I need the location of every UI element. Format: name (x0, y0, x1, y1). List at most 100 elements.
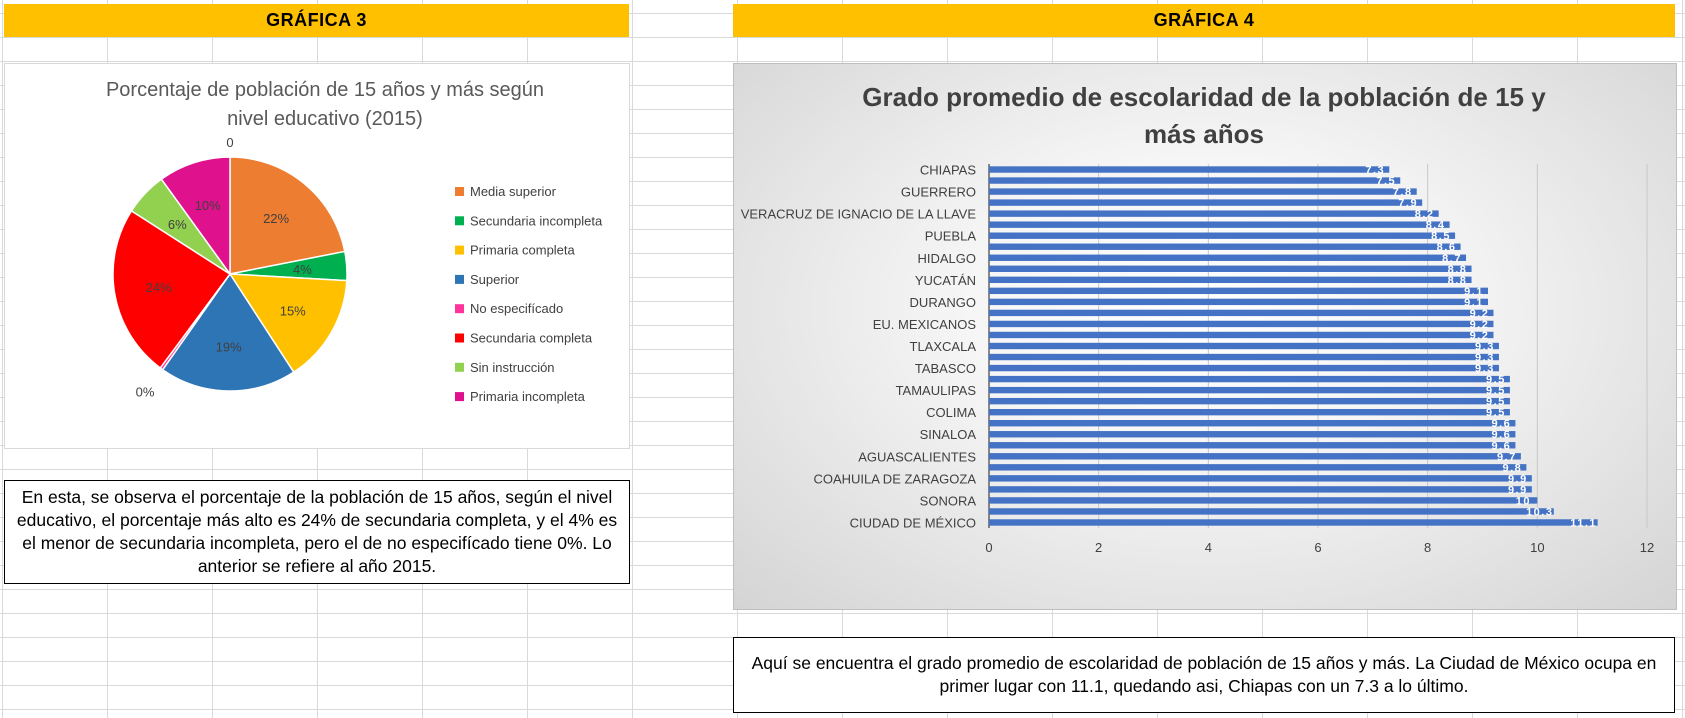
bar-22 (989, 408, 1510, 416)
y-category-label-30: SONORA (920, 493, 977, 508)
bar-data-label-21: 9.5 (1486, 396, 1506, 408)
legend-swatch-5 (455, 333, 464, 343)
pie-data-label-7: 10% (195, 198, 221, 213)
legend-swatch-7 (455, 392, 464, 402)
bar-data-label-19: 9.5 (1486, 374, 1506, 386)
pie-slice-5 (112, 209, 232, 370)
bar-chart: Grado promedio de escolaridad de la pobl… (741, 82, 1655, 555)
bar-21 (989, 397, 1510, 405)
y-category-label-12: DURANGO (910, 295, 976, 310)
bar-26 (989, 453, 1521, 460)
bar-data-label-7: 8.6 (1437, 242, 1457, 254)
bar-11 (989, 287, 1488, 295)
graph3-note: En esta, se observa el porcentaje de la … (4, 480, 630, 584)
graph4-note: Aquí se encuentra el grado promedio de e… (733, 637, 1675, 713)
bar-data-label-24: 9.6 (1492, 429, 1512, 441)
bar-data-label-2: 7.8 (1393, 187, 1413, 199)
bar-data-label-28: 9.9 (1508, 473, 1528, 485)
pie-slice-2 (228, 273, 348, 374)
pie-chart-panel[interactable]: Porcentaje de población de 15 años y más… (4, 63, 630, 449)
bar-data-label-5: 8.4 (1426, 220, 1446, 232)
y-category-label-28: COAHUILA DE ZARAGOZA (813, 471, 976, 486)
x-tick-label-0: 0 (985, 540, 992, 555)
legend-label-7: Primaria incompleta (470, 389, 586, 404)
y-category-label-32: CIUDAD DE MÉXICO (850, 515, 976, 530)
bar-data-label-14: 9.2 (1470, 319, 1490, 331)
y-category-label-0: CHIAPAS (920, 163, 976, 178)
bar-10 (989, 276, 1472, 284)
bar-title-line-1: más años (1144, 119, 1264, 149)
bar-7 (989, 243, 1461, 250)
bar-9 (989, 265, 1472, 272)
y-category-label-20: TAMAULIPAS (896, 383, 977, 398)
bar-0 (989, 166, 1390, 173)
bar-data-label-15: 9.2 (1470, 330, 1490, 342)
bar-19 (989, 375, 1510, 383)
bar-3 (989, 199, 1423, 206)
bar-16 (989, 342, 1499, 350)
bar-27 (989, 464, 1527, 471)
bar-25 (989, 442, 1516, 449)
bar-data-label-13: 9.2 (1470, 308, 1490, 320)
bar-data-label-16: 9.3 (1475, 341, 1495, 353)
bar-data-label-9: 8.8 (1448, 264, 1468, 276)
bar-15 (989, 331, 1494, 339)
pie-title-line-1: nivel educativo (2015) (227, 108, 423, 130)
y-category-label-6: PUEBLA (925, 229, 977, 244)
pie-data-label-2: 15% (280, 303, 306, 318)
legend-swatch-0 (455, 187, 464, 196)
legend-swatch-1 (455, 216, 464, 226)
y-category-label-4: VERACRUZ DE IGNACIO DE LA LLAVE (741, 207, 977, 222)
legend-swatch-2 (455, 245, 464, 255)
bar-29 (989, 486, 1532, 493)
pie-data-label-4: 0% (136, 385, 155, 400)
bar-14 (989, 320, 1494, 328)
bar-data-label-20: 9.5 (1486, 385, 1506, 397)
pie-data-label-0: 22% (263, 211, 289, 226)
bar-data-label-17: 9.3 (1475, 352, 1495, 364)
bar-data-label-22: 9.5 (1486, 407, 1506, 419)
bar-30 (989, 497, 1538, 504)
y-category-label-8: HIDALGO (917, 251, 976, 266)
bar-6 (989, 232, 1456, 239)
bar-title-line-0: Grado promedio de escolaridad de la pobl… (862, 82, 1546, 112)
pie-data-label-3: 19% (216, 340, 242, 355)
bar-4 (989, 210, 1439, 217)
legend-label-1: Secundaria incompleta (470, 213, 603, 228)
bar-8 (989, 254, 1467, 261)
y-category-label-14: EU. MEXICANOS (873, 317, 977, 332)
bar-data-label-30: 10 (1516, 495, 1531, 507)
x-tick-label-3: 6 (1314, 540, 1321, 555)
bar-23 (989, 420, 1516, 427)
bar-31 (989, 508, 1554, 515)
pie-title-line-0: Porcentaje de población de 15 años y más… (106, 79, 544, 101)
bar-data-label-4: 8.2 (1415, 209, 1435, 221)
y-category-label-16: TLAXCALA (910, 339, 977, 354)
bar-chart-panel[interactable]: Grado promedio de escolaridad de la pobl… (733, 63, 1677, 610)
legend-label-3: Superior (470, 272, 520, 287)
x-tick-label-4: 8 (1424, 540, 1431, 555)
bar-data-label-12: 9.1 (1464, 297, 1484, 309)
bar-data-label-3: 7.9 (1398, 198, 1418, 210)
bar-data-label-29: 9.9 (1508, 484, 1528, 496)
bar-17 (989, 353, 1499, 361)
bar-data-label-27: 9.8 (1502, 462, 1522, 474)
bar-18 (989, 364, 1499, 372)
bar-2 (989, 188, 1417, 195)
legend-swatch-6 (455, 362, 464, 372)
bar-data-label-23: 9.6 (1492, 418, 1512, 430)
pie-slice-0 (229, 156, 346, 275)
bar-24 (989, 431, 1516, 438)
x-tick-label-1: 2 (1095, 540, 1102, 555)
bar-data-label-32: 11.1 (1570, 517, 1597, 529)
bar-data-label-25: 9.6 (1492, 440, 1512, 452)
y-category-label-22: COLIMA (926, 405, 976, 420)
y-category-label-2: GUERRERO (901, 185, 976, 200)
pie-slice-7 (160, 156, 231, 277)
bar-data-label-0: 7.3 (1365, 165, 1385, 177)
y-category-label-10: YUCATÁN (915, 273, 976, 288)
pie-chart: Porcentaje de población de 15 años y más… (106, 79, 603, 404)
x-tick-label-2: 4 (1205, 540, 1212, 555)
pie-top-label: 0 (226, 135, 233, 150)
bar-data-label-6: 8.5 (1431, 231, 1451, 243)
